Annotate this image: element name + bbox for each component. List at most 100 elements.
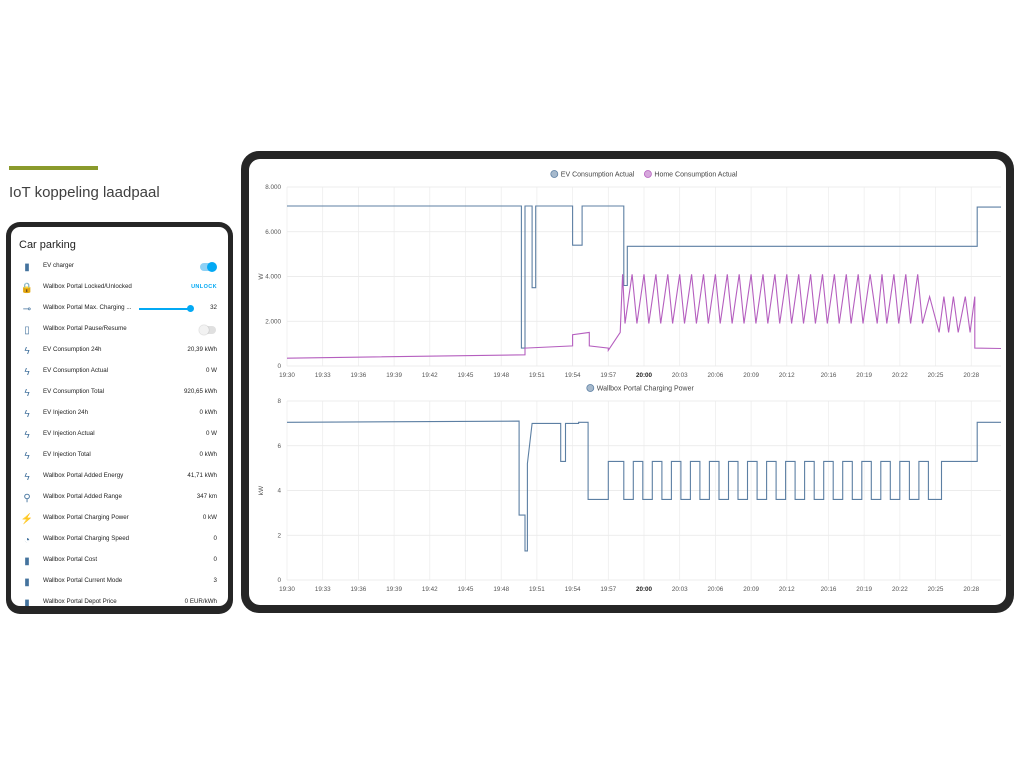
- x-tick-label: 20:19: [856, 586, 872, 593]
- charging-slider-track[interactable]: [139, 308, 193, 310]
- pause-icon: ▯: [24, 324, 30, 336]
- x-tick-label: 19:33: [315, 586, 331, 593]
- legend-swatch: [643, 170, 652, 178]
- entity-row[interactable]: ϟ EV Injection Total 0 kWh: [11, 446, 228, 466]
- range-icon: ⚲: [23, 492, 31, 504]
- x-tick-label: 20:25: [928, 372, 944, 379]
- history-graph-card: 0 2.000 4.000 6.000 8.000 19:30 19:33 19:36 19:3…: [249, 159, 1006, 605]
- entity-value: 0 kWh: [199, 451, 217, 458]
- toggle-knob: [207, 262, 217, 272]
- x-tick-label: 20:09: [743, 372, 759, 379]
- charging-icon: ⚡: [20, 513, 34, 525]
- charging-slider-handle[interactable]: [187, 305, 195, 312]
- y-tick-label: 8: [277, 398, 281, 405]
- x-tick-label: 19:30: [279, 372, 295, 379]
- y-tick-label: 4: [277, 488, 281, 495]
- entity-value: 0 kW: [202, 514, 217, 521]
- entity-row[interactable]: ◔ Wallbox Portal Charging Speed 0: [11, 530, 228, 550]
- x-tick-label: 20:00: [636, 586, 653, 593]
- x-tick-label: 19:57: [600, 372, 616, 379]
- entity-toggle[interactable]: [199, 325, 216, 335]
- y-tick-label: 0: [277, 363, 281, 370]
- entity-row[interactable]: ϟ EV Consumption 24h 20,39 kWh: [11, 341, 228, 361]
- x-tick-label: 20:16: [821, 586, 837, 593]
- entity-value: 0: [213, 556, 217, 563]
- card-title: Car parking: [19, 239, 76, 251]
- x-tick-label: 19:51: [529, 372, 545, 379]
- lock-icon: 🔒: [20, 282, 34, 294]
- ev-station-icon: ▮: [24, 597, 30, 607]
- entity-name: Wallbox Portal Cost: [43, 556, 98, 563]
- entity-value: 0 W: [205, 367, 217, 374]
- y-tick-label: 8.000: [265, 184, 281, 191]
- x-tick-label: 19:48: [493, 372, 509, 379]
- chart-1: 0 2.000 4.000 6.000 8.000 19:30 19:33 19:36 19:3…: [258, 170, 1002, 379]
- y-axis-label: kW: [258, 485, 265, 495]
- entity-value: 20,39 kWh: [187, 346, 217, 353]
- entity-name: Wallbox Portal Max. Charging ...: [43, 304, 132, 311]
- flash-icon: ϟ: [24, 387, 30, 399]
- series-line: [287, 205, 1001, 349]
- slide-title: IoT koppeling laadpaal: [9, 184, 160, 201]
- entity-name: Wallbox Portal Pause/Resume: [43, 325, 127, 332]
- legend-label: EV Consumption Actual: [561, 172, 635, 179]
- x-tick-label: 19:54: [565, 586, 581, 593]
- x-tick-label: 20:16: [821, 372, 837, 379]
- phone-frame: Car parking ▮ EV charger 🔒 Wallbox Portal L…: [6, 222, 233, 614]
- x-tick-label: 20:22: [892, 586, 908, 593]
- y-tick-label: 0: [277, 577, 281, 584]
- history-charts: 0 2.000 4.000 6.000 8.000 19:30 19:33 19:36 19:3…: [258, 170, 1002, 593]
- entity-name: EV Injection Actual: [43, 430, 95, 437]
- x-tick-label: 19:54: [565, 372, 581, 379]
- entity-value: 41,71 kWh: [187, 472, 217, 479]
- entity-row[interactable]: ⚡ Wallbox Portal Charging Power 0 kW: [11, 509, 228, 529]
- entity-row[interactable]: ▮ EV charger: [11, 257, 228, 277]
- tablet-frame: 0 2.000 4.000 6.000 8.000 19:30 19:33 19:36 19:3…: [241, 151, 1014, 613]
- legend-swatch: [550, 170, 559, 178]
- x-tick-label: 19:45: [458, 372, 474, 379]
- entity-row[interactable]: ▮ Wallbox Portal Depot Price 0 EUR/kWh: [11, 593, 228, 607]
- chart-2: 0 2 4 6 8 19:30 19:33 19:36 19:39 19:42 19:45 19:48…: [258, 384, 1001, 593]
- entity-value: 0 kWh: [199, 409, 217, 416]
- entity-row[interactable]: ϟ EV Consumption Actual 0 W: [11, 362, 228, 382]
- entity-value: 347 km: [196, 493, 217, 500]
- entity-toggle[interactable]: [200, 262, 217, 272]
- speedometer-icon: ◔: [23, 534, 31, 546]
- y-tick-label: 6: [277, 443, 281, 450]
- entity-value: 920,65 kWh: [183, 388, 217, 395]
- x-tick-label: 19:42: [422, 372, 438, 379]
- entity-name: Wallbox Portal Charging Speed: [43, 535, 130, 542]
- ev-station-icon: ▮: [24, 555, 30, 567]
- x-tick-label: 19:57: [600, 586, 616, 593]
- entity-name: Wallbox Portal Added Energy: [43, 472, 124, 479]
- x-tick-label: 20:06: [708, 372, 724, 379]
- entity-row[interactable]: ⊸ Wallbox Portal Max. Charging ... 32: [11, 299, 228, 319]
- entity-row[interactable]: ϟ Wallbox Portal Added Energy 41,71 kWh: [11, 467, 228, 487]
- x-tick-label: 20:03: [672, 586, 688, 593]
- entity-row[interactable]: ▮ Wallbox Portal Current Mode 3: [11, 572, 228, 592]
- flash-icon: ϟ: [24, 366, 30, 378]
- ev-station-icon: ▮: [24, 576, 30, 588]
- entity-row[interactable]: ϟ EV Consumption Total 920,65 kWh: [11, 383, 228, 403]
- entity-row[interactable]: ⚲ Wallbox Portal Added Range 347 km: [11, 488, 228, 508]
- entity-row[interactable]: ϟ EV Injection 24h 0 kWh: [11, 404, 228, 424]
- y-tick-label: 4.000: [265, 274, 281, 281]
- entity-row[interactable]: ϟ EV Injection Actual 0 W: [11, 425, 228, 445]
- accent-bar: [9, 166, 98, 170]
- entity-name: EV Consumption Total: [43, 388, 105, 395]
- unlock-button[interactable]: UNLOCK: [191, 284, 217, 290]
- x-tick-label: 19:39: [386, 372, 402, 379]
- toggle-knob: [199, 325, 209, 335]
- entity-row[interactable]: ▮ Wallbox Portal Cost 0: [11, 551, 228, 571]
- x-tick-label: 20:09: [743, 586, 759, 593]
- x-tick-label: 20:28: [963, 586, 979, 593]
- y-tick-label: 2: [277, 532, 281, 539]
- x-tick-label: 20:00: [636, 372, 653, 379]
- flash-icon: ϟ: [24, 408, 30, 420]
- series-line: [286, 420, 1001, 552]
- entity-row[interactable]: 🔒 Wallbox Portal Locked/Unlocked UNLOCK: [11, 278, 228, 298]
- x-tick-label: 19:42: [422, 586, 438, 593]
- entity-row[interactable]: ▯ Wallbox Portal Pause/Resume: [11, 320, 228, 340]
- flash-icon: ϟ: [24, 471, 30, 483]
- x-tick-label: 19:36: [351, 372, 367, 379]
